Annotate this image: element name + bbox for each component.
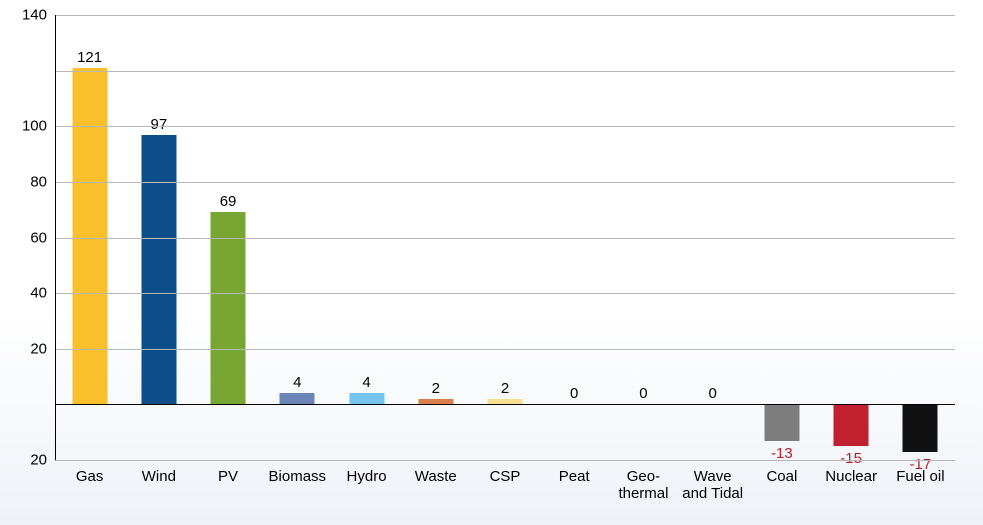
bar-value-label: 2 xyxy=(501,380,509,397)
plot-area: 121Gas97Wind69PV4Biomass4Hydro2Waste2CSP… xyxy=(55,15,955,460)
y-tick-label: 20 xyxy=(30,340,47,357)
gridline xyxy=(55,349,955,350)
x-tick-label: PV xyxy=(218,468,238,485)
bar-value-label: 121 xyxy=(77,49,102,66)
bar-value-label: -13 xyxy=(771,445,793,462)
bar xyxy=(211,212,246,404)
bar-value-label: 97 xyxy=(150,116,167,133)
bar-value-label: 0 xyxy=(570,385,578,402)
y-axis-line xyxy=(55,15,56,460)
bar-value-label: 69 xyxy=(220,193,237,210)
bar xyxy=(764,404,799,440)
x-tick-label: Fuel oil xyxy=(896,468,944,485)
x-tick-label: Coal xyxy=(766,468,797,485)
x-tick-label: Waste xyxy=(415,468,457,485)
x-tick-label: Hydro xyxy=(347,468,387,485)
gridline xyxy=(55,15,955,16)
x-tick-label: Biomass xyxy=(269,468,327,485)
y-tick-label: 140 xyxy=(22,7,47,24)
gridline xyxy=(55,460,955,461)
bar-value-label: 4 xyxy=(293,374,301,391)
x-tick-label: Gas xyxy=(76,468,104,485)
x-tick-label: Peat xyxy=(559,468,590,485)
gridline xyxy=(55,71,955,72)
gridline xyxy=(55,238,955,239)
y-tick-label: 60 xyxy=(30,229,47,246)
chart-container: 121 Gas 97 Wind 69 PV 4 Biomass 4 Hydro 2 Waste 2 CSP… xyxy=(0,0,983,525)
bar-value-label: 2 xyxy=(432,380,440,397)
x-tick-label: Wind xyxy=(142,468,176,485)
bar-value-label: 4 xyxy=(362,374,370,391)
gridline xyxy=(55,404,955,405)
gridline xyxy=(55,182,955,183)
gridline xyxy=(55,293,955,294)
bar-value-label: 0 xyxy=(709,385,717,402)
x-tick-label: Nuclear xyxy=(825,468,877,485)
gridline xyxy=(55,126,955,127)
bar xyxy=(141,135,176,405)
y-tick-label: 80 xyxy=(30,173,47,190)
y-tick-label: 40 xyxy=(30,285,47,302)
y-tick-label: 100 xyxy=(22,118,47,135)
bar-value-label: -15 xyxy=(840,450,862,467)
x-tick-label: Geo- thermal xyxy=(618,468,668,503)
bar xyxy=(834,404,869,446)
bar xyxy=(72,68,107,405)
bar xyxy=(349,393,384,404)
x-tick-label: Wave and Tidal xyxy=(682,468,743,503)
bar xyxy=(280,393,315,404)
y-tick-label: 20 xyxy=(30,452,47,469)
x-tick-label: CSP xyxy=(490,468,521,485)
bar-value-label: 0 xyxy=(639,385,647,402)
bar xyxy=(903,404,938,451)
